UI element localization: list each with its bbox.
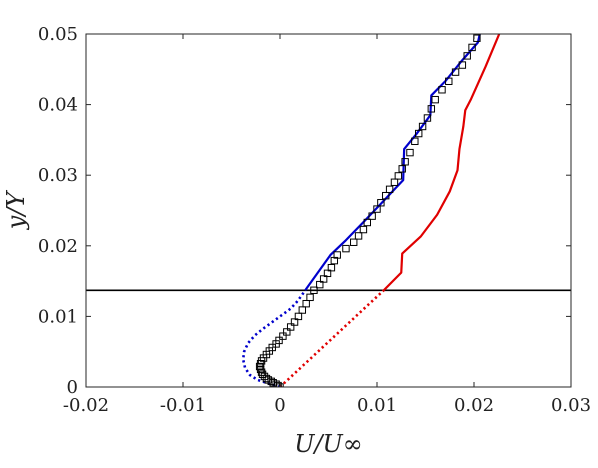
y-tick-label: 0.05 — [38, 24, 78, 45]
data-point-square — [427, 105, 436, 113]
data-point-square — [431, 95, 439, 104]
x-tick-label: 0.03 — [551, 395, 591, 416]
data-point-square — [306, 293, 314, 302]
data-point-square — [363, 218, 372, 227]
data-point-square — [262, 374, 271, 383]
axis-ticks — [85, 33, 572, 388]
y-axis-label: y/Y — [2, 190, 30, 231]
data-point-square — [342, 244, 350, 253]
blue-dotted-line — [241, 289, 307, 387]
data-point-square — [373, 205, 381, 213]
data-point-square — [463, 52, 471, 60]
data-point-square — [275, 336, 283, 345]
data-point-square — [258, 370, 267, 378]
data-point-square — [418, 122, 427, 131]
data-point-square — [406, 148, 414, 157]
data-point-square — [411, 137, 419, 146]
data-point-square — [294, 312, 303, 321]
red-dotted-line — [279, 289, 385, 387]
data-point-square — [323, 269, 332, 278]
y-tick-label: 0.01 — [38, 306, 78, 327]
data-point-square — [398, 165, 406, 173]
y-tick-label: 0.03 — [38, 165, 78, 186]
x-tick-label: 0.01 — [357, 395, 397, 416]
x-tick-label: 0.02 — [454, 395, 494, 416]
data-point-square — [310, 286, 318, 294]
tick-labels: -0.02 -0.01 0 0.01 0.02 0.03 0 0.01 0.02 0.03 0.04… — [38, 24, 591, 416]
data-point-square — [286, 323, 295, 331]
data-point-square — [368, 212, 376, 220]
y-tick-label: 0 — [67, 377, 78, 398]
data-point-square — [283, 328, 291, 336]
data-point-square — [423, 114, 432, 122]
marker-series — [255, 34, 481, 387]
x-tick-label: 0 — [274, 395, 285, 416]
data-point-square — [298, 306, 307, 314]
data-point-square — [319, 275, 328, 283]
data-point-square — [377, 199, 385, 207]
data-point-square — [359, 225, 368, 234]
data-point-square — [438, 86, 446, 94]
blue-solid-line — [304, 34, 481, 291]
data-point-square — [390, 178, 399, 186]
data-point-square — [385, 185, 394, 194]
y-tick-label: 0.02 — [38, 236, 78, 257]
data-point-square — [468, 43, 476, 52]
data-point-square — [290, 318, 299, 326]
data-point-square — [354, 232, 363, 240]
red-solid-line — [383, 34, 501, 292]
data-point-square — [327, 263, 336, 272]
data-point-square — [316, 280, 324, 289]
data-point-square — [445, 77, 453, 86]
plot-frame — [85, 33, 572, 388]
data-point-square — [302, 299, 310, 308]
data-point-square — [350, 238, 358, 246]
x-tick-label: -0.01 — [160, 395, 206, 416]
x-tick-label: -0.02 — [63, 395, 109, 416]
data-point-square — [333, 251, 341, 259]
data-point-square — [458, 61, 467, 69]
data-point-square — [382, 191, 390, 200]
data-point-square — [401, 158, 409, 166]
data-point-square — [279, 332, 287, 340]
x-axis-label: U/U∞ — [294, 430, 363, 458]
data-point-square — [451, 68, 460, 76]
data-point-square — [415, 129, 423, 138]
y-tick-label: 0.04 — [38, 95, 78, 116]
data-point-square — [394, 172, 403, 180]
